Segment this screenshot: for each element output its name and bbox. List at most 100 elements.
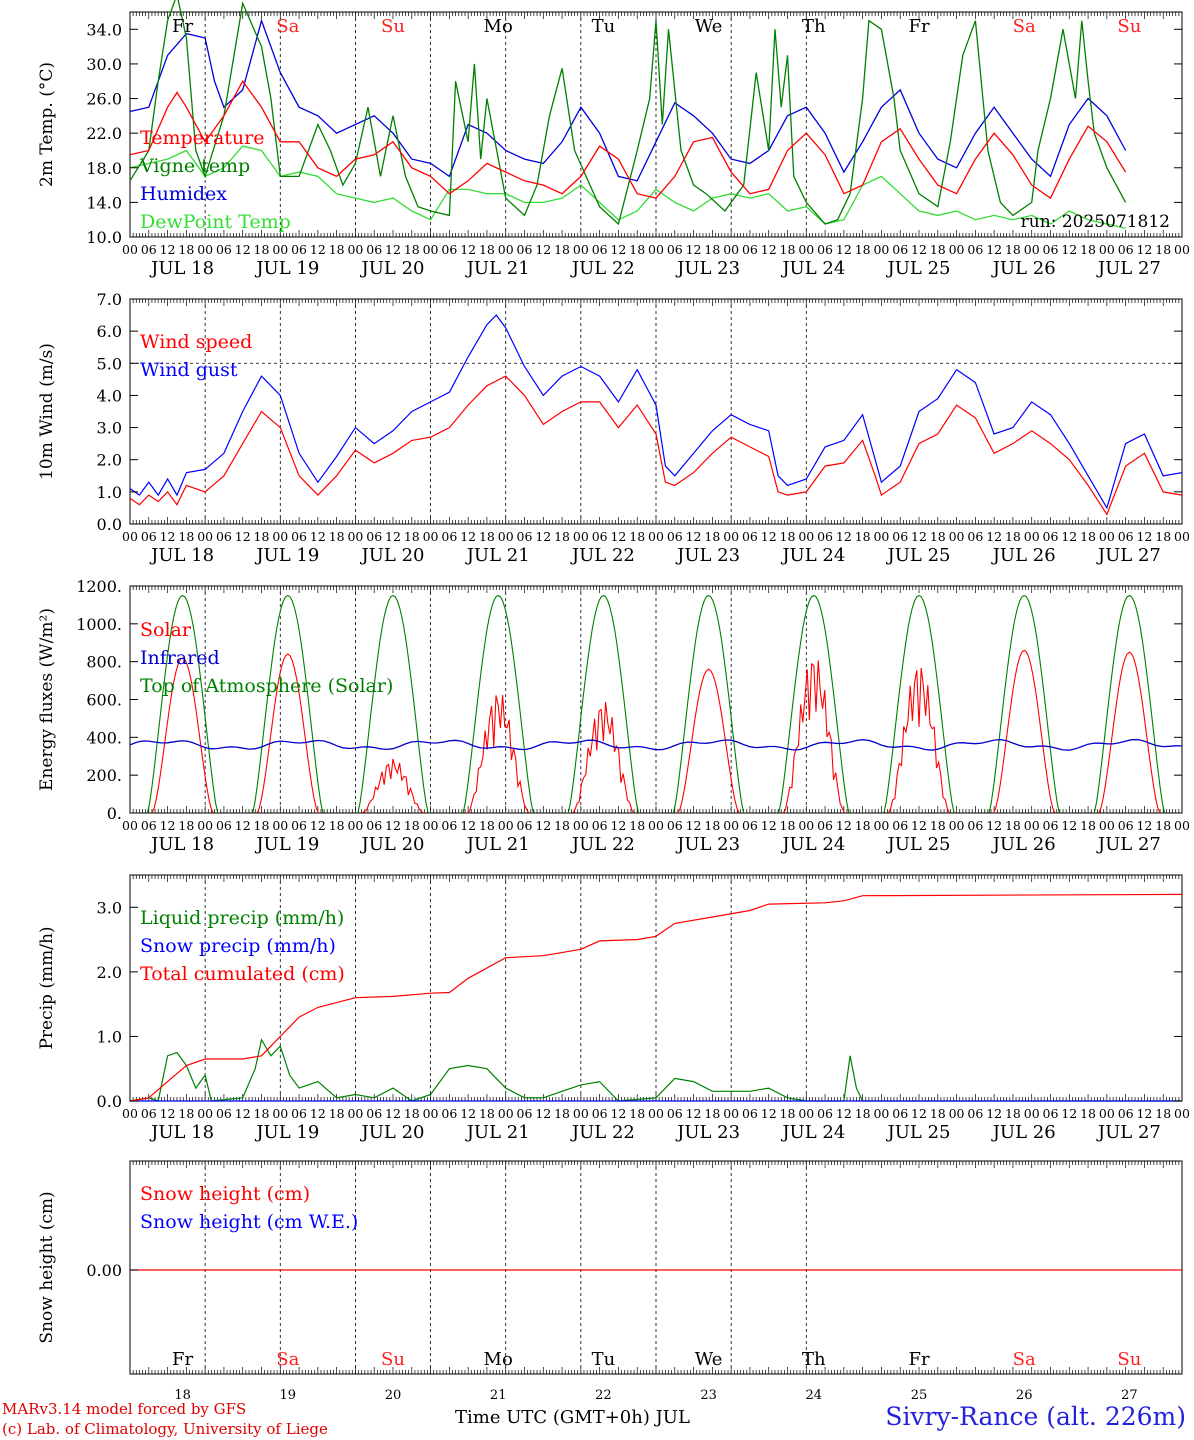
y-tick-label: 5.0 xyxy=(97,354,122,373)
hour-tick-label: 18 xyxy=(329,1106,345,1121)
hour-tick-label: 12 xyxy=(1136,242,1152,257)
hour-tick-label: 12 xyxy=(310,529,326,544)
hour-tick-label: 12 xyxy=(911,242,927,257)
weekday-label: Su xyxy=(381,16,405,37)
y-tick-label: 34.0 xyxy=(86,20,122,39)
hour-tick-label: 06 xyxy=(592,818,608,833)
hour-tick-label: 06 xyxy=(742,818,758,833)
hour-tick-label: 00 xyxy=(498,529,514,544)
hour-tick-label: 12 xyxy=(235,242,251,257)
hour-tick-label: 00 xyxy=(1099,242,1115,257)
hour-tick-label: 18 xyxy=(1155,818,1171,833)
hour-tick-label: 12 xyxy=(1061,1106,1077,1121)
hour-tick-label: 00 xyxy=(573,1106,589,1121)
hour-tick-label: 00 xyxy=(122,242,138,257)
hour-tick-label: 12 xyxy=(460,529,476,544)
day-label: JUL 18 xyxy=(149,834,214,855)
weekday-label: Sa xyxy=(276,1349,299,1370)
day-number-label: 21 xyxy=(490,1388,507,1403)
weekday-label: Su xyxy=(1117,1349,1141,1370)
hour-tick-label: 06 xyxy=(892,1106,908,1121)
hour-tick-label: 18 xyxy=(855,818,871,833)
hour-tick-label: 00 xyxy=(272,242,288,257)
series-line-dewpoint-temp xyxy=(129,145,1126,229)
day-label: JUL 24 xyxy=(780,834,845,855)
day-number-label: 24 xyxy=(806,1388,823,1403)
hour-tick-label: 12 xyxy=(160,1106,176,1121)
hour-tick-label: 18 xyxy=(404,818,420,833)
hour-tick-label: 00 xyxy=(1099,529,1115,544)
day-label: JUL 23 xyxy=(675,1122,740,1143)
hour-tick-label: 06 xyxy=(441,818,457,833)
hour-tick-label: 00 xyxy=(197,1106,213,1121)
hour-tick-label: 18 xyxy=(930,1106,946,1121)
day-label: JUL 19 xyxy=(254,834,319,855)
day-label: JUL 18 xyxy=(149,545,214,566)
series-line-wind-gust xyxy=(129,314,1183,510)
hour-tick-label: 12 xyxy=(160,529,176,544)
hour-tick-label: 00 xyxy=(873,818,889,833)
hour-tick-label: 06 xyxy=(667,818,683,833)
hour-tick-label: 00 xyxy=(498,242,514,257)
hour-tick-label: 00 xyxy=(197,529,213,544)
hour-tick-label: 12 xyxy=(610,529,626,544)
day-label: JUL 22 xyxy=(570,834,635,855)
hour-tick-label: 00 xyxy=(798,529,814,544)
weekday-label: Th xyxy=(802,16,826,37)
hour-tick-label: 12 xyxy=(460,818,476,833)
day-label: JUL 23 xyxy=(675,834,740,855)
hour-tick-label: 12 xyxy=(385,242,401,257)
day-label: JUL 26 xyxy=(991,834,1056,855)
hour-tick-label: 18 xyxy=(704,242,720,257)
hour-tick-label: 18 xyxy=(930,242,946,257)
hour-tick-label: 06 xyxy=(667,529,683,544)
hour-tick-label: 12 xyxy=(460,242,476,257)
day-label: JUL 21 xyxy=(465,1122,530,1143)
y-tick-label: 1.0 xyxy=(97,483,122,502)
hour-tick-label: 06 xyxy=(216,529,232,544)
hour-tick-label: 00 xyxy=(423,529,439,544)
hour-tick-label: 12 xyxy=(686,529,702,544)
series-line-toa-solar xyxy=(462,594,534,814)
day-label: JUL 23 xyxy=(675,258,740,279)
hour-tick-label: 06 xyxy=(667,242,683,257)
hour-tick-label: 06 xyxy=(817,818,833,833)
hour-tick-label: 06 xyxy=(517,818,533,833)
hour-tick-label: 12 xyxy=(761,529,777,544)
day-label: JUL 26 xyxy=(991,545,1056,566)
hour-tick-label: 18 xyxy=(329,818,345,833)
hour-tick-label: 12 xyxy=(160,242,176,257)
y-axis-label: 2m Temp. (°C) xyxy=(37,62,57,187)
day-label: JUL 22 xyxy=(570,258,635,279)
series-line-solar xyxy=(677,668,740,814)
hour-tick-label: 00 xyxy=(798,818,814,833)
hour-tick-label: 12 xyxy=(986,529,1002,544)
hour-tick-label: 12 xyxy=(1061,242,1077,257)
day-number-label: 25 xyxy=(911,1388,928,1403)
hour-tick-label: 00 xyxy=(272,818,288,833)
hour-tick-label: 18 xyxy=(178,1106,194,1121)
hour-tick-label: 12 xyxy=(1136,529,1152,544)
hour-tick-label: 06 xyxy=(817,242,833,257)
day-number-label: 18 xyxy=(174,1388,191,1403)
hour-tick-label: 06 xyxy=(1043,818,1059,833)
series-line-toa-solar xyxy=(567,594,640,814)
hour-tick-label: 18 xyxy=(1005,529,1021,544)
day-label: JUL 25 xyxy=(886,258,951,279)
hour-tick-label: 00 xyxy=(1174,242,1190,257)
weekday-label: Th xyxy=(802,1349,826,1370)
hour-tick-label: 12 xyxy=(310,818,326,833)
weekday-label: Su xyxy=(381,1349,405,1370)
hour-tick-label: 00 xyxy=(1024,818,1040,833)
hour-tick-label: 18 xyxy=(930,818,946,833)
hour-tick-label: 06 xyxy=(592,529,608,544)
hour-tick-label: 18 xyxy=(554,1106,570,1121)
hour-tick-label: 18 xyxy=(1155,1106,1171,1121)
weekday-label: Sa xyxy=(1013,1349,1036,1370)
hour-tick-label: 06 xyxy=(366,1106,382,1121)
hour-tick-label: 18 xyxy=(1005,242,1021,257)
hour-tick-label: 18 xyxy=(704,818,720,833)
hour-tick-label: 18 xyxy=(329,529,345,544)
series-line-toa-solar xyxy=(988,594,1060,814)
day-label: JUL 19 xyxy=(254,258,319,279)
